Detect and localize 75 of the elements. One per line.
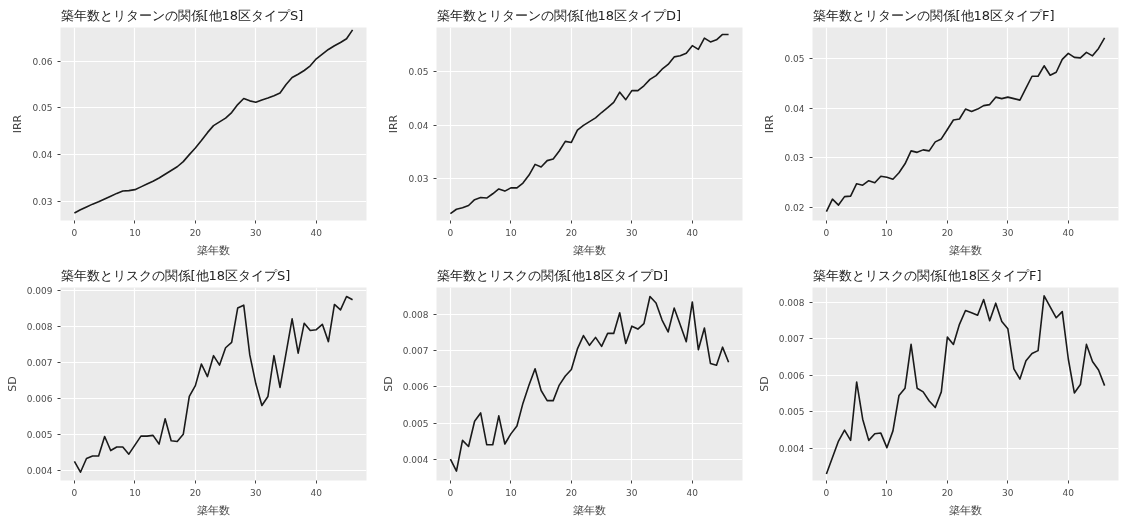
x-tick-label: 40 [1062,227,1075,238]
y-tick-label: 0.05 [32,103,53,114]
x-axis-title: 築年数 [197,243,230,257]
y-tick-label: 0.008 [402,310,429,321]
y-tick-label: 0.05 [784,53,805,64]
chart-title: 築年数とリターンの関係[他18区タイプS] [60,7,304,23]
y-tick-label: 0.04 [408,120,429,131]
y-tick-label: 0.03 [408,174,429,185]
y-tick-label: 0.05 [408,67,429,78]
y-tick-label: 0.04 [32,150,53,161]
x-tick-label: 30 [250,227,262,238]
y-tick-label: 0.02 [784,203,805,214]
y-tick-label: 0.004 [402,454,429,465]
y-tick-label: 0.007 [778,334,805,345]
y-tick-label: 0.008 [778,297,805,308]
x-axis-title: 築年数 [573,243,606,257]
x-tick-label: 40 [686,227,699,238]
x-axis-title: 築年数 [573,503,606,517]
x-tick-label: 10 [129,227,141,238]
y-tick-label: 0.005 [778,407,805,418]
y-axis-title: SD [5,376,19,392]
y-tick-label: 0.03 [784,153,805,164]
x-tick-label: 10 [881,487,893,498]
x-tick-label: 30 [250,487,262,498]
x-axis-title: 築年数 [949,243,982,257]
y-axis-title: SD [757,376,771,392]
y-tick-label: 0.06 [32,56,53,67]
y-tick-label: 0.005 [26,429,53,440]
x-tick-label: 20 [189,227,202,238]
x-tick-label: 0 [447,487,454,498]
chart-title: 築年数とリスクの関係[他18区タイプF] [812,267,1042,283]
x-tick-label: 0 [71,227,78,238]
y-tick-label: 0.004 [778,443,805,454]
x-tick-label: 0 [71,487,78,498]
chart-title: 築年数とリスクの関係[他18区タイプS] [60,267,291,283]
y-axis-title: SD [381,376,395,392]
x-tick-label: 20 [565,487,578,498]
y-tick-label: 0.009 [26,285,53,296]
x-tick-label: 10 [129,487,141,498]
y-axis-title: IRR [763,114,777,134]
x-tick-label: 20 [565,227,578,238]
y-tick-label: 0.007 [402,346,429,357]
x-tick-label: 30 [1002,487,1014,498]
x-tick-label: 40 [310,227,323,238]
y-tick-label: 0.008 [26,321,53,332]
y-tick-label: 0.006 [778,370,805,381]
x-tick-label: 10 [505,227,517,238]
x-tick-label: 0 [823,487,830,498]
y-tick-label: 0.04 [784,103,805,114]
y-tick-label: 0.006 [26,393,53,404]
y-tick-label: 0.006 [402,382,429,393]
x-tick-label: 40 [686,487,699,498]
y-tick-label: 0.03 [32,196,53,207]
x-axis-title: 築年数 [197,503,230,517]
chart-title: 築年数とリスクの関係[他18区タイプD] [436,267,669,283]
y-tick-label: 0.007 [26,357,53,368]
x-tick-label: 30 [626,227,638,238]
y-axis-title: IRR [387,114,401,134]
x-tick-label: 20 [941,487,954,498]
x-tick-label: 0 [447,227,454,238]
y-axis-title: IRR [11,114,25,134]
y-tick-label: 0.005 [402,418,429,429]
x-tick-label: 40 [310,487,323,498]
x-tick-label: 40 [1062,487,1075,498]
chart-title: 築年数とリターンの関係[他18区タイプD] [436,7,682,23]
x-axis-title: 築年数 [949,503,982,517]
chart-title: 築年数とリターンの関係[他18区タイプF] [812,7,1055,23]
x-tick-label: 30 [626,487,638,498]
x-tick-label: 10 [505,487,517,498]
x-tick-label: 20 [189,487,202,498]
x-tick-label: 30 [1002,227,1014,238]
x-tick-label: 10 [881,227,893,238]
y-tick-label: 0.004 [26,465,53,476]
x-tick-label: 20 [941,227,954,238]
x-tick-label: 0 [823,227,830,238]
